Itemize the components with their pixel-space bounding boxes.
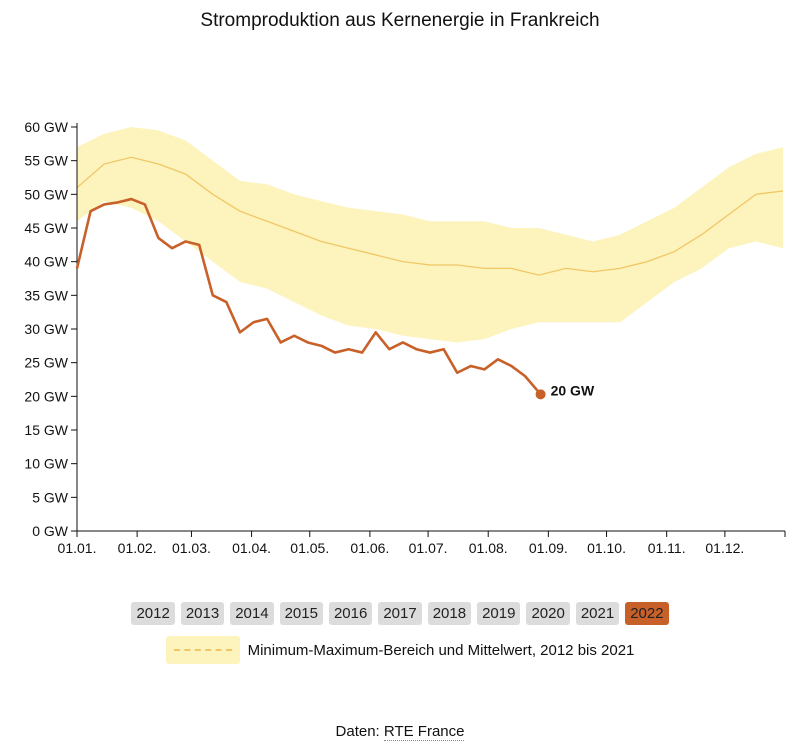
x-tick-label: 01.02. <box>118 540 157 556</box>
x-tick-label: 01.03. <box>172 540 211 556</box>
x-tick-label: 01.05. <box>290 540 329 556</box>
legend-swatch-band <box>165 636 240 664</box>
mean-line <box>76 156 784 276</box>
year-button-2019[interactable]: 2019 <box>477 602 521 625</box>
year-button-2020[interactable]: 2020 <box>526 602 570 625</box>
legend-label: Minimum-Maximum-Bereich und Mittelwert, … <box>247 641 635 659</box>
end-value-label: 20 GW <box>551 382 595 398</box>
source-note: Daten: RTE France <box>0 723 800 741</box>
min-max-band <box>77 127 784 343</box>
year-button-2014[interactable]: 2014 <box>230 602 274 625</box>
year-button-2012[interactable]: 2012 <box>131 602 175 625</box>
y-tick-label: 35 GW <box>24 287 68 303</box>
y-tick-label: 20 GW <box>24 388 68 404</box>
x-tick-label: 01.06. <box>350 540 389 556</box>
x-tick-label: 01.01. <box>58 540 97 556</box>
year-button-2015[interactable]: 2015 <box>279 602 323 625</box>
y-tick-label: 40 GW <box>24 254 68 270</box>
year-button-2016[interactable]: 2016 <box>328 602 373 625</box>
chart-title: Stromproduktion aus Kernenergie in Frank… <box>200 10 600 31</box>
series-line-2022 <box>75 197 542 396</box>
x-tick-label: 01.08. <box>469 540 508 556</box>
x-tick-label: 01.11. <box>648 540 686 556</box>
y-tick-label: 0 GW <box>32 523 69 539</box>
year-button-2018[interactable]: 2018 <box>427 602 472 625</box>
y-tick-label: 15 GW <box>24 422 68 438</box>
y-tick-label: 25 GW <box>24 355 68 371</box>
y-tick-label: 60 GW <box>24 119 68 135</box>
chart: 0 GW 5 GW 10 GW 15 GW 20 GW 25 GW 30 GW 35 GW 40… <box>24 119 786 556</box>
source-link[interactable]: RTE France <box>383 723 465 741</box>
y-tick-label: 30 GW <box>24 321 68 337</box>
year-button-2021[interactable]: 2021 <box>575 602 620 625</box>
y-tick-label: 10 GW <box>24 456 68 472</box>
source-prefix: Daten: <box>335 723 380 740</box>
x-tick-label: 01.12. <box>705 540 744 556</box>
x-tick-label: 01.09. <box>529 540 568 556</box>
year-button-2017[interactable]: 2017 <box>378 602 422 625</box>
x-tick-label: 01.07. <box>409 540 448 556</box>
year-selector: 2012 2013 2014 2015 2016 2017 2018 2019 2020 2021… <box>0 602 800 625</box>
x-tick-label: 01.10. <box>587 540 626 556</box>
y-tick-label: 50 GW <box>24 186 68 202</box>
year-button-2013[interactable]: 2013 <box>180 602 225 625</box>
y-tick-label: 45 GW <box>24 220 68 236</box>
y-tick-label: 5 GW <box>32 489 69 505</box>
year-button-2022[interactable]: 2022 <box>625 602 669 625</box>
y-tick-label: 55 GW <box>24 153 68 169</box>
end-point-marker <box>535 389 546 400</box>
x-tick-label: 01.04. <box>232 540 271 556</box>
legend: Minimum-Maximum-Bereich und Mittelwert, … <box>0 636 800 664</box>
